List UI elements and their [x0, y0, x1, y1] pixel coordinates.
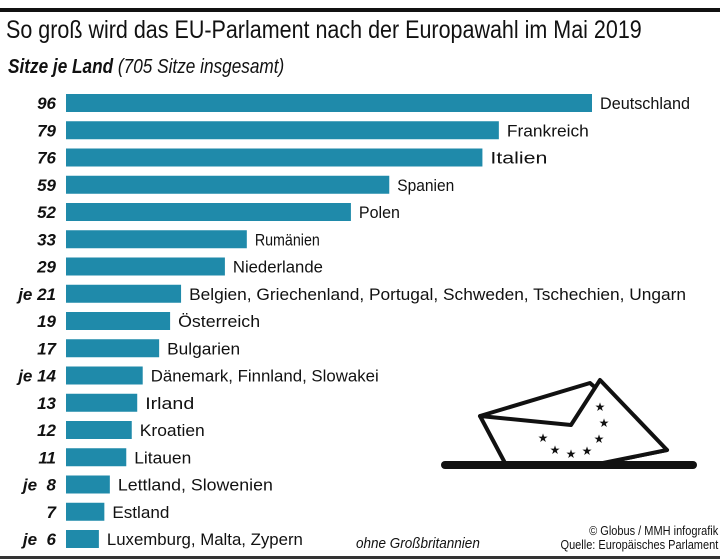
footnote: ohne Großbritannien — [356, 535, 480, 552]
bar — [66, 421, 132, 439]
credit-text: © Globus / MMH infografik — [588, 524, 718, 538]
bar — [66, 448, 127, 467]
category-label: Estland — [112, 503, 169, 522]
bar — [66, 175, 390, 194]
chart-title: So groß wird das EU-Parlament nach der E… — [6, 16, 642, 44]
star-icon: ★ — [582, 444, 593, 458]
bar — [66, 94, 592, 112]
bar — [66, 366, 143, 385]
value-label: je 14 — [16, 367, 56, 386]
category-label: Litauen — [134, 448, 191, 467]
ballot-box-illustration: ★★★★★★★ — [441, 378, 697, 469]
star-icon: ★ — [538, 431, 549, 445]
category-label: Lettland, Slowenien — [118, 476, 273, 495]
value-label: 76 — [37, 149, 56, 168]
subtitle-rest: (705 Sitze insgesamt) — [117, 56, 285, 78]
bar — [66, 393, 138, 412]
value-label: 7 — [47, 503, 58, 522]
star-icon: ★ — [594, 432, 605, 446]
category-label: Luxemburg, Malta, Zypern — [107, 530, 303, 549]
value-label: 13 — [37, 394, 56, 413]
eu-stars-icon: ★★★★★★★ — [538, 400, 610, 461]
bar — [66, 121, 499, 140]
bar — [66, 230, 247, 249]
category-label: Irland — [145, 394, 194, 413]
value-label: 59 — [37, 176, 56, 195]
top-rule — [0, 8, 720, 12]
category-label: Italien — [490, 149, 547, 168]
star-icon: ★ — [550, 443, 561, 457]
value-label: je 21 — [16, 285, 56, 304]
value-label: 96 — [37, 94, 56, 113]
value-label: 52 — [37, 203, 56, 222]
value-label: 79 — [37, 121, 56, 140]
bar — [66, 284, 182, 303]
source-text: Quelle: Europäisches Parlament — [560, 538, 718, 552]
value-label: 19 — [37, 312, 56, 331]
star-icon: ★ — [599, 416, 610, 430]
value-label: je 6 — [21, 530, 57, 549]
bars-group: 96 Deutschland 79 Frankreich 76 Italien 59 Span… — [16, 94, 690, 549]
bar — [66, 148, 483, 167]
value-label: 29 — [36, 258, 56, 277]
star-icon: ★ — [566, 447, 577, 461]
value-label: 17 — [37, 339, 57, 358]
category-label: Belgien, Griechenland, Portugal, Schwede… — [189, 285, 686, 304]
value-label: 11 — [38, 448, 56, 467]
category-label: Spanien — [397, 176, 454, 195]
bar — [66, 502, 105, 521]
category-label: Kroatien — [140, 421, 205, 440]
chart-subtitle: Sitze je Land (705 Sitze insgesamt) — [8, 56, 284, 79]
subtitle-bold: Sitze je Land — [8, 56, 114, 78]
category-label: Polen — [359, 203, 400, 222]
bar — [66, 530, 99, 548]
category-label: Deutschland — [600, 94, 690, 113]
category-label: Bulgarien — [167, 339, 240, 358]
category-label: Niederlande — [233, 258, 323, 277]
category-label: Österreich — [178, 312, 260, 331]
value-label: 33 — [37, 230, 56, 249]
bar — [66, 203, 351, 221]
category-label: Frankreich — [507, 121, 589, 140]
bottom-rule — [0, 556, 720, 559]
category-label: Dänemark, Finnland, Slowakei — [151, 367, 379, 386]
bar — [66, 257, 225, 276]
value-label: je 8 — [21, 476, 57, 495]
category-label: Rumänien — [255, 230, 320, 249]
credit-block: © Globus / MMH infografik Quelle: Europä… — [560, 524, 718, 552]
bar — [66, 312, 171, 330]
value-label: 12 — [37, 421, 56, 440]
star-icon: ★ — [595, 400, 606, 414]
bar — [66, 339, 160, 358]
bar — [66, 475, 110, 494]
